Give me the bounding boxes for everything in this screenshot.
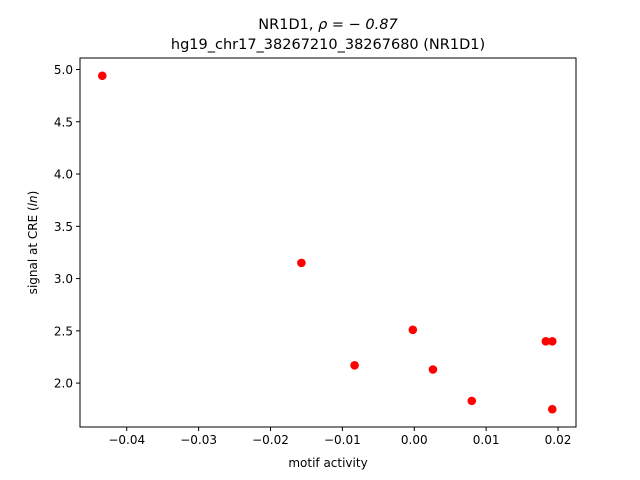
y-tick-label: 4.0	[54, 168, 73, 182]
data-point	[428, 365, 438, 374]
y-tick-label: 3.0	[54, 272, 73, 286]
data-point	[97, 71, 107, 81]
y-tick-label: 2.0	[54, 377, 73, 391]
y-axis-label-prefix: signal at CRE (	[26, 206, 40, 294]
data-point	[547, 404, 557, 414]
y-tick-label: 5.0	[54, 63, 73, 77]
chart-title-rho: ρ = − 0.87	[318, 17, 398, 33]
y-tick-label: 3.5	[54, 220, 73, 234]
y-axis-label-italic: ln	[26, 195, 40, 206]
x-tick-label: −0.04	[108, 433, 145, 447]
chart-title-line1: NR1D1, ρ = − 0.87	[258, 17, 398, 33]
y-axis-label: signal at CRE (ln)	[26, 191, 40, 295]
x-axis-ticks: −0.04 −0.03 −0.02 −0.01 0.00 0.01 0.02	[108, 427, 571, 447]
chart-title-prefix: NR1D1,	[258, 17, 318, 33]
x-tick-label: −0.01	[324, 433, 361, 447]
y-tick-label: 2.5	[54, 324, 73, 338]
data-point	[547, 336, 557, 346]
x-tick-label: 0.01	[473, 433, 500, 447]
x-tick-label: 0.02	[545, 433, 572, 447]
data-point	[541, 336, 551, 346]
x-tick-label: −0.02	[252, 433, 289, 447]
y-axis-label-suffix: )	[26, 191, 40, 196]
y-axis-ticks: 2.0 2.5 3.0 3.5 4.0 4.5 5.0	[54, 63, 80, 391]
data-point	[467, 396, 477, 406]
data-point	[350, 361, 359, 370]
chart-title-line2: hg19_chr17_38267210_38267680 (NR1D1)	[171, 37, 485, 53]
y-tick-label: 4.5	[54, 115, 73, 129]
x-tick-label: −0.03	[180, 433, 217, 447]
plot-frame	[79, 57, 577, 428]
data-point	[408, 325, 418, 335]
data-points	[97, 71, 557, 414]
data-point	[297, 258, 306, 268]
x-axis-label: motif activity	[288, 456, 367, 470]
x-tick-label: 0.00	[401, 433, 428, 447]
